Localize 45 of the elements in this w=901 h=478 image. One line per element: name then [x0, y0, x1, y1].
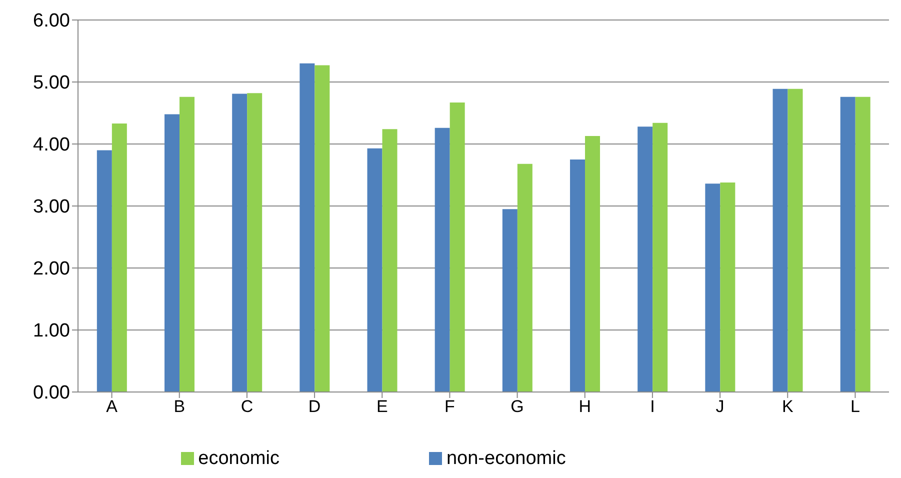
y-tick-label: 0.00: [33, 382, 70, 404]
y-tick-label: 4.00: [33, 134, 70, 156]
bar: [570, 160, 586, 392]
legend-label: economic: [198, 448, 280, 469]
bar: [638, 126, 653, 392]
x-tick-label: F: [444, 397, 455, 416]
bar: [652, 122, 668, 392]
bar: [164, 114, 180, 392]
bar: [232, 94, 248, 392]
y-tick-label: 1.00: [33, 320, 70, 342]
y-tick-label: 6.00: [33, 10, 70, 32]
bar: [585, 136, 600, 392]
bar: [112, 124, 127, 392]
bar: [855, 96, 870, 392]
bar: [705, 184, 720, 392]
x-tick-label: A: [106, 397, 118, 416]
bar: [247, 93, 262, 392]
bar: [434, 128, 450, 392]
bar: [840, 96, 856, 392]
legend-label: non-economic: [446, 448, 566, 469]
x-tick-label: B: [174, 397, 186, 416]
bar: [450, 102, 465, 392]
x-tick-label: G: [510, 397, 524, 416]
bar: [788, 88, 803, 392]
bar: [772, 88, 788, 392]
bar: [367, 148, 382, 392]
y-tick-label: 2.00: [33, 258, 70, 280]
x-tick-label: H: [578, 397, 592, 416]
x-tick-label: C: [240, 397, 254, 416]
y-tick-label: 3.00: [33, 196, 70, 218]
x-tick-label: I: [650, 397, 655, 416]
bar: [180, 96, 195, 392]
x-tick-label: E: [376, 397, 388, 416]
x-tick-label: J: [716, 397, 724, 416]
bar: [517, 164, 532, 392]
y-tick-label: 5.00: [33, 72, 70, 94]
bar: [96, 150, 112, 392]
x-tick-label: L: [850, 397, 860, 416]
bar: [300, 63, 315, 392]
bar: [502, 209, 518, 392]
bar: [382, 129, 398, 392]
x-tick-label: D: [308, 397, 321, 416]
x-tick-label: K: [782, 397, 794, 416]
bar: [720, 182, 736, 392]
bar: [314, 65, 330, 392]
